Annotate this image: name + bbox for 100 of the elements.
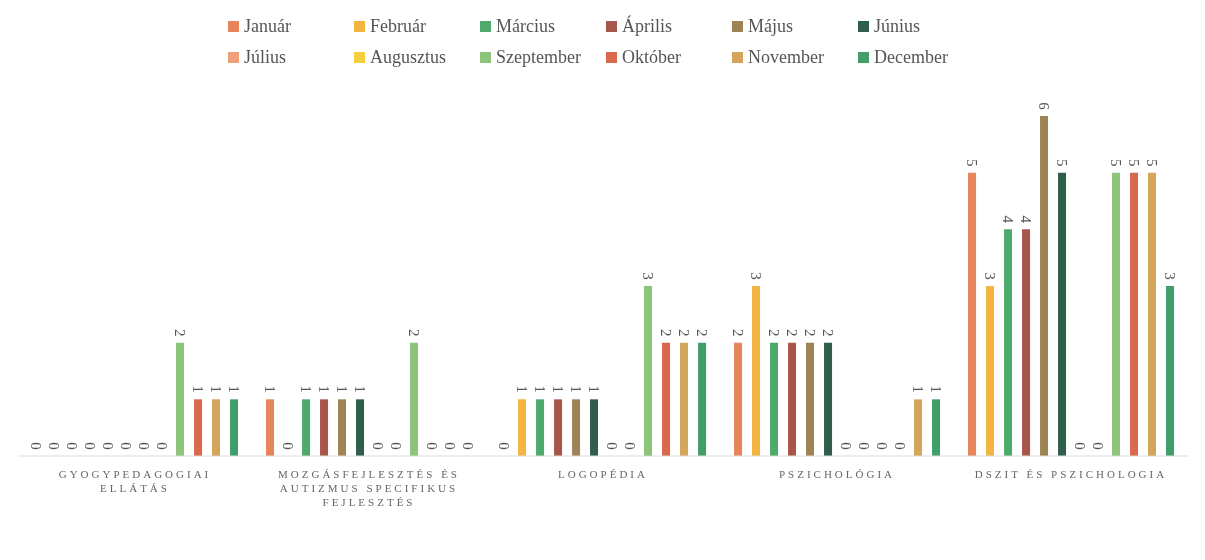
legend-label: Június: [874, 16, 921, 37]
data-label: 1: [514, 385, 531, 394]
bar: [824, 342, 833, 456]
data-label: 2: [676, 328, 693, 337]
data-label: 2: [802, 328, 819, 337]
data-label: 0: [1072, 442, 1089, 450]
data-label: 6: [1036, 102, 1053, 111]
data-label: 2: [784, 328, 801, 337]
bar: [770, 342, 779, 456]
data-label: 5: [964, 158, 981, 167]
bar: [572, 399, 581, 456]
legend-label: Március: [496, 16, 555, 37]
data-label: 0: [64, 442, 81, 450]
data-label: 2: [406, 328, 423, 337]
legend-label: December: [874, 47, 948, 68]
x-tick-label: GYOGYPEDAGOGIAI ELLÁTÁS: [58, 468, 212, 494]
data-label: 0: [424, 442, 441, 450]
bar: [212, 399, 221, 456]
data-label: 5: [1144, 158, 1161, 167]
data-label: 1: [262, 385, 279, 394]
bar: [806, 342, 815, 456]
data-label: 0: [874, 442, 891, 450]
bar: [968, 172, 977, 456]
data-label: 2: [694, 328, 711, 337]
data-label: 1: [208, 385, 225, 394]
data-label: 0: [856, 442, 873, 450]
bar: [266, 399, 275, 456]
bar: [752, 286, 761, 456]
bar: [734, 342, 743, 456]
data-label: 3: [748, 272, 765, 280]
bar: [518, 399, 527, 456]
data-label: 1: [190, 385, 207, 394]
data-label: 1: [568, 385, 585, 394]
data-label: 0: [622, 442, 639, 450]
legend-label: November: [748, 47, 824, 68]
data-label: 2: [730, 328, 747, 337]
data-label: 2: [658, 328, 675, 337]
data-label: 0: [496, 442, 513, 450]
bar: [932, 399, 941, 456]
legend-label: Október: [622, 47, 681, 68]
data-label: 5: [1126, 158, 1143, 167]
data-label: 3: [1162, 272, 1179, 280]
legend-label: Május: [748, 16, 793, 37]
bar: [1166, 286, 1175, 456]
bar: [644, 286, 653, 456]
data-label: 1: [334, 385, 351, 394]
data-label: 2: [820, 328, 837, 337]
data-label: 1: [532, 385, 549, 394]
bar: [1112, 172, 1121, 456]
data-label: 4: [1000, 215, 1017, 224]
legend-label: Április: [622, 16, 673, 37]
bar: [1004, 229, 1013, 456]
bar: [230, 399, 239, 456]
bar: [662, 342, 671, 456]
data-label: 0: [838, 442, 855, 450]
bar: [554, 399, 563, 456]
bar: [590, 399, 599, 456]
bar: [302, 399, 311, 456]
bar: [698, 342, 707, 456]
bar: [338, 399, 347, 456]
legend-label: Szeptember: [496, 47, 581, 68]
legend-label: Július: [244, 47, 287, 68]
data-label: 0: [370, 442, 387, 450]
data-label: 0: [118, 442, 135, 450]
bar: [914, 399, 923, 456]
bar: [410, 342, 419, 456]
bar: [1022, 229, 1031, 456]
data-label: 0: [154, 442, 171, 450]
data-label: 2: [172, 328, 189, 337]
bar: [320, 399, 329, 456]
data-label: 1: [550, 385, 567, 394]
data-label: 1: [298, 385, 315, 394]
data-label: 2: [766, 328, 783, 337]
data-label: 1: [910, 385, 927, 394]
data-label: 0: [388, 442, 405, 450]
data-label: 0: [460, 442, 477, 450]
data-label: 3: [982, 272, 999, 280]
legend-label: Augusztus: [370, 47, 446, 68]
x-tick-label: LOGOPÉDIA: [558, 468, 648, 480]
data-label: 0: [82, 442, 99, 450]
data-label: 4: [1018, 215, 1035, 224]
data-label: 1: [316, 385, 333, 394]
data-label: 1: [586, 385, 603, 394]
x-tick-label: DSZIT ÉS PSZICHOLOGIA: [974, 468, 1168, 480]
bar: [986, 286, 995, 456]
bar: [176, 342, 185, 456]
data-label: 1: [226, 385, 243, 394]
data-label: 0: [28, 442, 45, 450]
data-label: 3: [640, 272, 657, 280]
data-label: 5: [1108, 158, 1125, 167]
bar: [1148, 172, 1157, 456]
data-label: 0: [604, 442, 621, 450]
bar: [1130, 172, 1139, 456]
data-label: 5: [1054, 158, 1071, 167]
data-label: 1: [928, 385, 945, 394]
data-label: 0: [892, 442, 909, 450]
bar: [194, 399, 203, 456]
data-label: 1: [352, 385, 369, 394]
data-label: 0: [100, 442, 117, 450]
bar: [788, 342, 797, 456]
